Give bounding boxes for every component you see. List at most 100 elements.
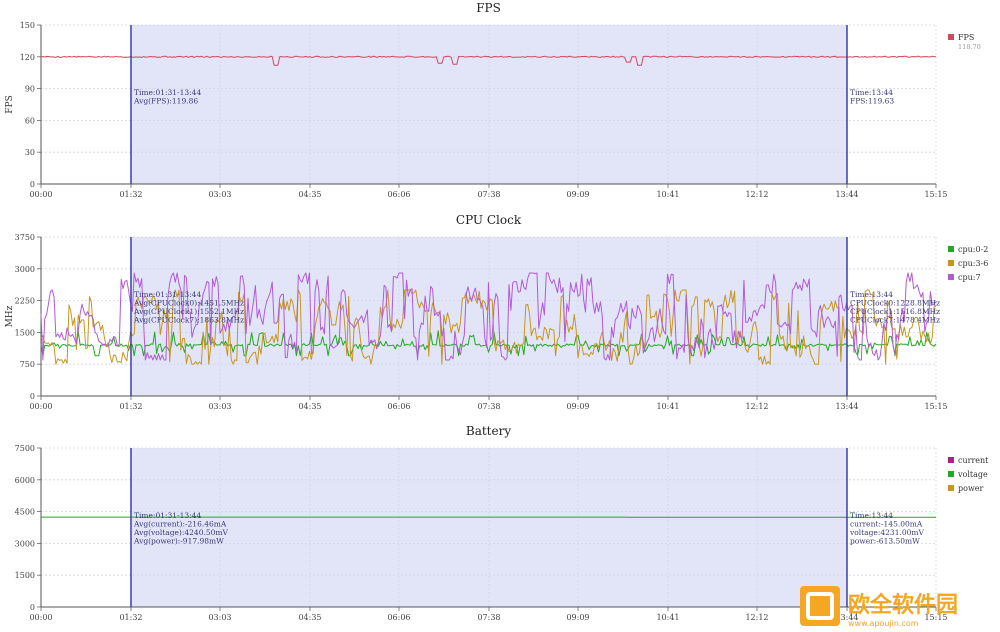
legend-label: power bbox=[958, 484, 984, 493]
range-annotation: Avg(current):-216.46mA bbox=[133, 520, 227, 529]
watermark-icon-mark bbox=[806, 592, 834, 620]
series-line-cpu-3-6 bbox=[40, 289, 937, 365]
x-tick-label: 03:03 bbox=[208, 190, 231, 199]
x-tick-label: 03:03 bbox=[208, 402, 231, 411]
cursor-annotation: power:-613.50mW bbox=[850, 537, 920, 546]
range-annotation: Time:01:31-13:44 bbox=[134, 290, 201, 299]
x-tick-label: 13:44 bbox=[835, 402, 858, 411]
y-tick-label: 6000 bbox=[15, 476, 35, 485]
legend-label: FPS bbox=[958, 33, 974, 42]
legend-label: cpu:3-6 bbox=[958, 259, 988, 268]
x-tick-label: 06:06 bbox=[387, 402, 410, 411]
range-annotation: Time:01:31-13:44 bbox=[134, 88, 201, 97]
y-tick-label: 0 bbox=[30, 392, 35, 401]
x-tick-label: 09:09 bbox=[566, 190, 589, 199]
chart-panel-0: FPS 0 30 60 90 120 150 00:00 01:32 03:03 04:35 06:0… bbox=[5, 1, 981, 199]
y-tick-label: 60 bbox=[25, 116, 35, 125]
x-tick-label: 15:15 bbox=[924, 402, 947, 411]
x-tick-label: 13:44 bbox=[835, 190, 858, 199]
x-tick-label: 12:12 bbox=[745, 402, 768, 411]
y-tick-label: 750 bbox=[20, 360, 35, 369]
chart-title: FPS bbox=[476, 1, 501, 15]
y-tick-label: 30 bbox=[25, 148, 35, 157]
cursor-annotation: CPUClock7:1478.4MHz bbox=[850, 316, 940, 325]
selection-range bbox=[130, 25, 847, 184]
legend-label: cpu:0-2 bbox=[958, 245, 988, 254]
legend-swatch bbox=[948, 260, 954, 266]
x-tick-label: 04:35 bbox=[298, 190, 321, 199]
legend-swatch bbox=[948, 457, 954, 463]
x-tick-label: 12:12 bbox=[745, 190, 768, 199]
y-tick-label: 3750 bbox=[15, 233, 35, 242]
x-tick-label: 07:38 bbox=[477, 190, 500, 199]
x-tick-label: 15:15 bbox=[924, 190, 947, 199]
legend-swatch bbox=[948, 34, 954, 40]
x-tick-label: 00:00 bbox=[29, 402, 52, 411]
x-tick-label: 04:35 bbox=[298, 613, 321, 622]
y-tick-label: 3000 bbox=[15, 265, 35, 274]
x-tick-label: 04:35 bbox=[298, 402, 321, 411]
x-tick-label: 03:03 bbox=[208, 613, 231, 622]
y-tick-label: 150 bbox=[20, 21, 35, 30]
x-tick-label: 01:32 bbox=[119, 190, 142, 199]
x-tick-label: 10:41 bbox=[656, 402, 679, 411]
cursor-annotation: current:-145.00mA bbox=[850, 520, 923, 529]
series-line-FPS bbox=[40, 55, 937, 66]
chart-panel-2: Battery 0 1500 3000 4500 6000 7500 00:00 01:32 03… bbox=[15, 424, 990, 622]
chart-title: CPU Clock bbox=[456, 213, 522, 227]
x-tick-label: 01:32 bbox=[119, 402, 142, 411]
y-tick-label: 120 bbox=[20, 53, 35, 62]
x-tick-label: 12:12 bbox=[745, 613, 768, 622]
chart-title: Battery bbox=[466, 424, 511, 438]
x-tick-label: 09:09 bbox=[566, 613, 589, 622]
legend-value: 118.70 bbox=[958, 43, 981, 51]
range-annotation: Avg(CPUClock7):1863.8MHz bbox=[133, 316, 244, 325]
legend-label: cpu:7 bbox=[958, 273, 981, 282]
watermark-brand: 欧全软件园 bbox=[848, 592, 958, 618]
range-annotation: Avg(voltage):4240.50mV bbox=[133, 528, 229, 537]
y-tick-label: 1500 bbox=[15, 571, 35, 580]
x-tick-label: 13:44 bbox=[835, 613, 858, 622]
y-axis-label: FPS bbox=[5, 95, 15, 113]
x-tick-label: 00:00 bbox=[29, 613, 52, 622]
cursor-annotation: CPUClock1:1516.8MHz bbox=[850, 307, 940, 316]
x-tick-label: 00:00 bbox=[29, 190, 52, 199]
range-annotation: Avg(CPUClock0):1451.5MHz bbox=[133, 299, 244, 308]
y-tick-label: 0 bbox=[30, 180, 35, 189]
legend-label: current bbox=[958, 456, 989, 465]
cursor-annotation: voltage:4231.00mV bbox=[849, 528, 925, 537]
range-annotation: Time:01:31-13:44 bbox=[134, 511, 201, 520]
legend-swatch bbox=[948, 246, 954, 252]
watermark-url: www.apoujin.com bbox=[848, 619, 919, 628]
y-tick-label: 4500 bbox=[15, 508, 35, 517]
legend-swatch bbox=[948, 471, 954, 477]
legend-label: voltage bbox=[957, 470, 988, 479]
legend-swatch bbox=[948, 485, 954, 491]
cursor-annotation: Time:13:44 bbox=[850, 511, 893, 520]
cursor-annotation: FPS:119.63 bbox=[850, 97, 894, 106]
selection-range bbox=[130, 448, 847, 607]
y-tick-label: 2250 bbox=[15, 297, 35, 306]
cursor-annotation: Time:13:44 bbox=[850, 88, 893, 97]
cursor-annotation: CPUClock0:1228.8MHz bbox=[850, 299, 940, 308]
y-tick-label: 90 bbox=[25, 85, 35, 94]
x-tick-label: 10:41 bbox=[656, 190, 679, 199]
y-tick-label: 0 bbox=[30, 603, 35, 612]
chart-panel-1: CPU Clock 0 750 1500 2250 3000 3750 00:00 01:32 0… bbox=[5, 213, 988, 411]
watermark-logo bbox=[798, 584, 994, 628]
y-axis-label: MHz bbox=[5, 305, 15, 327]
x-tick-label: 07:38 bbox=[477, 613, 500, 622]
y-tick-label: 3000 bbox=[15, 539, 35, 548]
x-tick-label: 06:06 bbox=[387, 613, 410, 622]
x-tick-label: 10:41 bbox=[656, 613, 679, 622]
x-tick-label: 06:06 bbox=[387, 190, 410, 199]
range-annotation: Avg(FPS):119.86 bbox=[133, 97, 198, 106]
series-line-cpu-0-2 bbox=[40, 330, 937, 357]
cursor-annotation: Time:13:44 bbox=[850, 290, 893, 299]
y-tick-label: 1500 bbox=[15, 328, 35, 337]
x-tick-label: 07:38 bbox=[477, 402, 500, 411]
range-annotation: Avg(CPUClock1):1552.1MHz bbox=[133, 307, 244, 316]
y-tick-label: 7500 bbox=[15, 444, 35, 453]
